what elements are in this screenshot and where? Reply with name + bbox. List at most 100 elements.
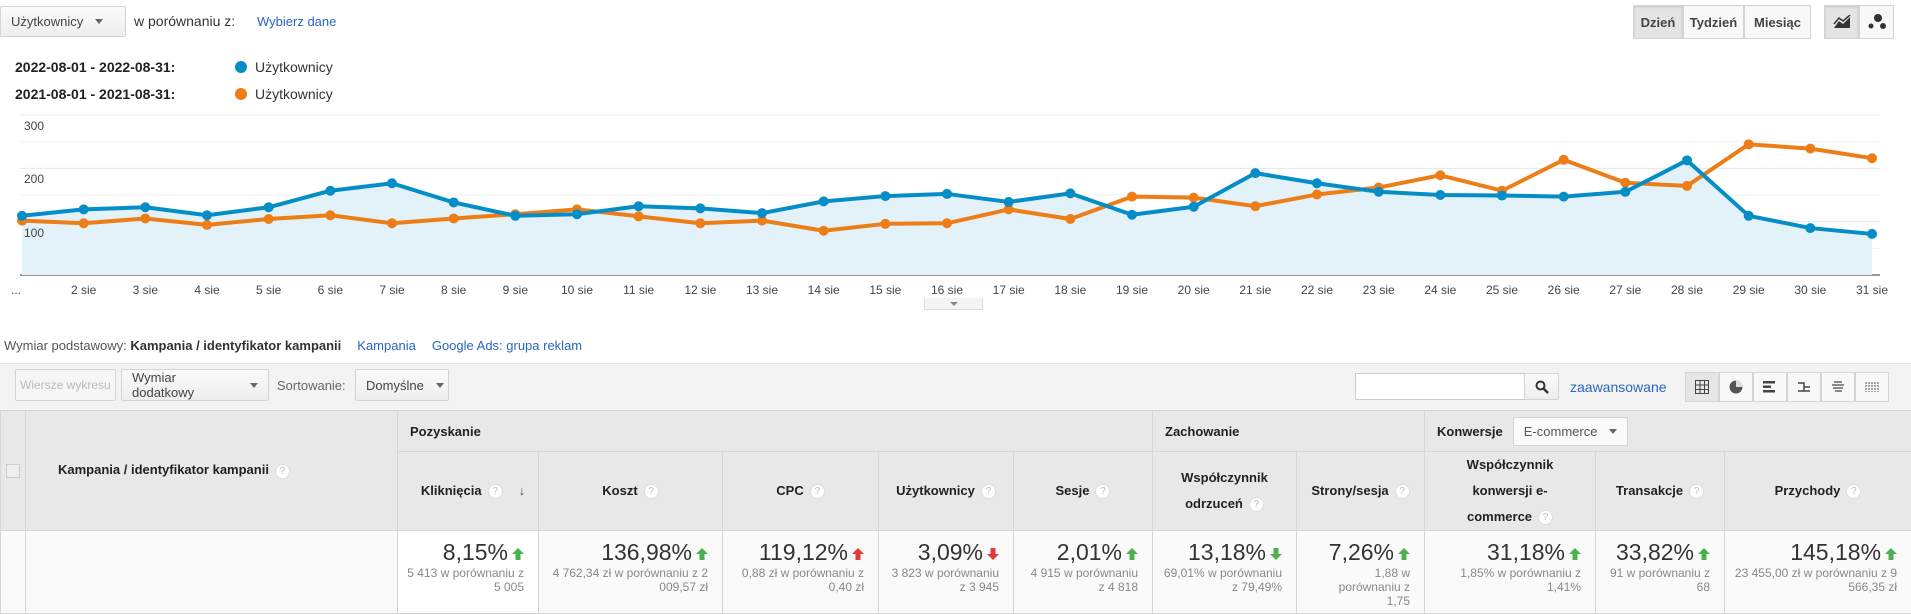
data-point[interactable] xyxy=(1435,190,1446,200)
column-header[interactable]: Strony/sesja? xyxy=(1295,451,1426,531)
data-point[interactable] xyxy=(942,218,952,229)
secondary-dimension-select[interactable]: Wymiar dodatkowy xyxy=(121,369,269,401)
data-point[interactable] xyxy=(1127,191,1137,202)
choose-data-link[interactable]: Wybierz dane xyxy=(257,14,337,29)
data-point[interactable] xyxy=(1127,209,1137,220)
column-header[interactable]: Transakcje? xyxy=(1595,451,1726,531)
data-point[interactable] xyxy=(1620,177,1631,188)
view-pivot-button[interactable] xyxy=(1855,372,1889,402)
data-point[interactable] xyxy=(1003,196,1014,207)
data-point[interactable] xyxy=(1065,214,1076,224)
dimension-header[interactable]: Kampania / identyfikator kampanii? xyxy=(25,410,398,531)
view-table-button[interactable] xyxy=(1685,372,1719,402)
data-point[interactable] xyxy=(78,218,89,229)
column-header[interactable]: CPC? xyxy=(722,451,879,531)
help-icon[interactable]: ? xyxy=(1538,510,1554,526)
data-point[interactable] xyxy=(325,185,336,196)
data-point[interactable] xyxy=(510,210,521,221)
data-point[interactable] xyxy=(140,202,151,213)
period-day-button[interactable]: Dzień xyxy=(1633,5,1683,39)
metric-select[interactable]: Użytkownicy xyxy=(0,6,126,37)
help-icon[interactable]: ? xyxy=(1095,484,1111,500)
data-point[interactable] xyxy=(1558,154,1569,165)
data-point[interactable] xyxy=(695,218,706,229)
data-point[interactable] xyxy=(387,178,397,189)
data-point[interactable] xyxy=(1250,201,1261,212)
sort-desc-icon[interactable]: ↓ xyxy=(518,483,526,498)
data-point[interactable] xyxy=(1312,189,1322,200)
data-point[interactable] xyxy=(1312,178,1322,189)
data-point[interactable] xyxy=(1867,153,1877,164)
data-point[interactable] xyxy=(880,191,891,202)
data-point[interactable] xyxy=(387,218,397,229)
data-point[interactable] xyxy=(695,203,706,214)
data-point[interactable] xyxy=(1435,170,1446,181)
dimension-link-adgroup[interactable]: Google Ads: grupa reklam xyxy=(431,338,583,353)
help-icon[interactable]: ? xyxy=(980,484,996,500)
view-performance-button[interactable] xyxy=(1753,372,1787,402)
column-header[interactable]: Współczynnik odrzuceń? xyxy=(1152,451,1297,531)
data-point[interactable] xyxy=(325,210,336,221)
data-point[interactable] xyxy=(263,214,274,224)
period-month-button[interactable]: Miesiąc xyxy=(1744,5,1811,39)
help-icon[interactable]: ? xyxy=(1248,497,1264,513)
data-point[interactable] xyxy=(633,211,644,222)
data-point[interactable] xyxy=(818,225,829,236)
data-point[interactable] xyxy=(1003,204,1014,215)
column-header[interactable]: Przychody? xyxy=(1724,451,1911,531)
motion-chart-button[interactable] xyxy=(1859,5,1894,39)
chart-collapse-toggle[interactable] xyxy=(924,298,983,310)
help-icon[interactable]: ? xyxy=(487,484,503,500)
search-input[interactable] xyxy=(1355,373,1525,400)
data-point[interactable] xyxy=(818,196,829,207)
data-point[interactable] xyxy=(942,188,952,199)
data-point[interactable] xyxy=(1188,192,1199,203)
data-point[interactable] xyxy=(1682,155,1692,166)
column-header[interactable]: Współczynnik konwersji e-commerce? xyxy=(1424,451,1597,531)
help-icon[interactable]: ? xyxy=(274,463,290,479)
data-point[interactable] xyxy=(202,219,212,230)
view-comparison-button[interactable] xyxy=(1787,372,1821,402)
data-point[interactable] xyxy=(757,215,767,226)
period-week-button[interactable]: Tydzień xyxy=(1683,5,1744,39)
data-point[interactable] xyxy=(1497,190,1507,201)
data-point[interactable] xyxy=(572,209,582,220)
data-point[interactable] xyxy=(1373,186,1384,197)
data-point[interactable] xyxy=(1805,143,1816,154)
data-point[interactable] xyxy=(263,202,274,213)
help-icon[interactable]: ? xyxy=(1394,484,1410,500)
data-point[interactable] xyxy=(1558,191,1569,202)
data-point[interactable] xyxy=(17,210,27,221)
help-icon[interactable]: ? xyxy=(809,484,825,500)
data-point[interactable] xyxy=(1065,188,1076,199)
data-point[interactable] xyxy=(880,218,891,229)
sort-select[interactable]: Domyślne xyxy=(355,369,449,401)
data-point[interactable] xyxy=(1250,168,1261,179)
data-point[interactable] xyxy=(1743,139,1754,150)
column-header[interactable]: Sesje? xyxy=(1013,451,1153,531)
data-point[interactable] xyxy=(1188,201,1199,212)
view-pie-button[interactable] xyxy=(1719,372,1753,402)
column-header[interactable]: Użytkownicy? xyxy=(878,451,1014,531)
search-button[interactable] xyxy=(1524,373,1559,400)
data-point[interactable] xyxy=(633,201,644,212)
plot-rows-button[interactable]: Wiersze wykresu xyxy=(15,369,116,401)
data-point[interactable] xyxy=(1867,228,1877,239)
data-point[interactable] xyxy=(1682,180,1692,191)
data-point[interactable] xyxy=(78,204,89,215)
data-point[interactable] xyxy=(448,197,459,208)
advanced-filter-link[interactable]: zaawansowane xyxy=(1570,379,1667,395)
data-point[interactable] xyxy=(202,210,212,221)
data-point[interactable] xyxy=(1620,186,1631,197)
data-point[interactable] xyxy=(448,213,459,224)
help-icon[interactable]: ? xyxy=(1846,484,1862,500)
line-chart-button[interactable] xyxy=(1824,5,1859,39)
data-point[interactable] xyxy=(757,208,767,219)
column-header[interactable]: Koszt? xyxy=(538,451,723,531)
data-point[interactable] xyxy=(1805,223,1816,234)
data-point[interactable] xyxy=(140,213,151,224)
view-term-cloud-button[interactable] xyxy=(1821,372,1855,402)
column-header[interactable]: Kliknięcia? ↓ xyxy=(397,451,539,531)
help-icon[interactable]: ? xyxy=(643,484,659,500)
select-all-checkbox[interactable] xyxy=(6,463,20,478)
